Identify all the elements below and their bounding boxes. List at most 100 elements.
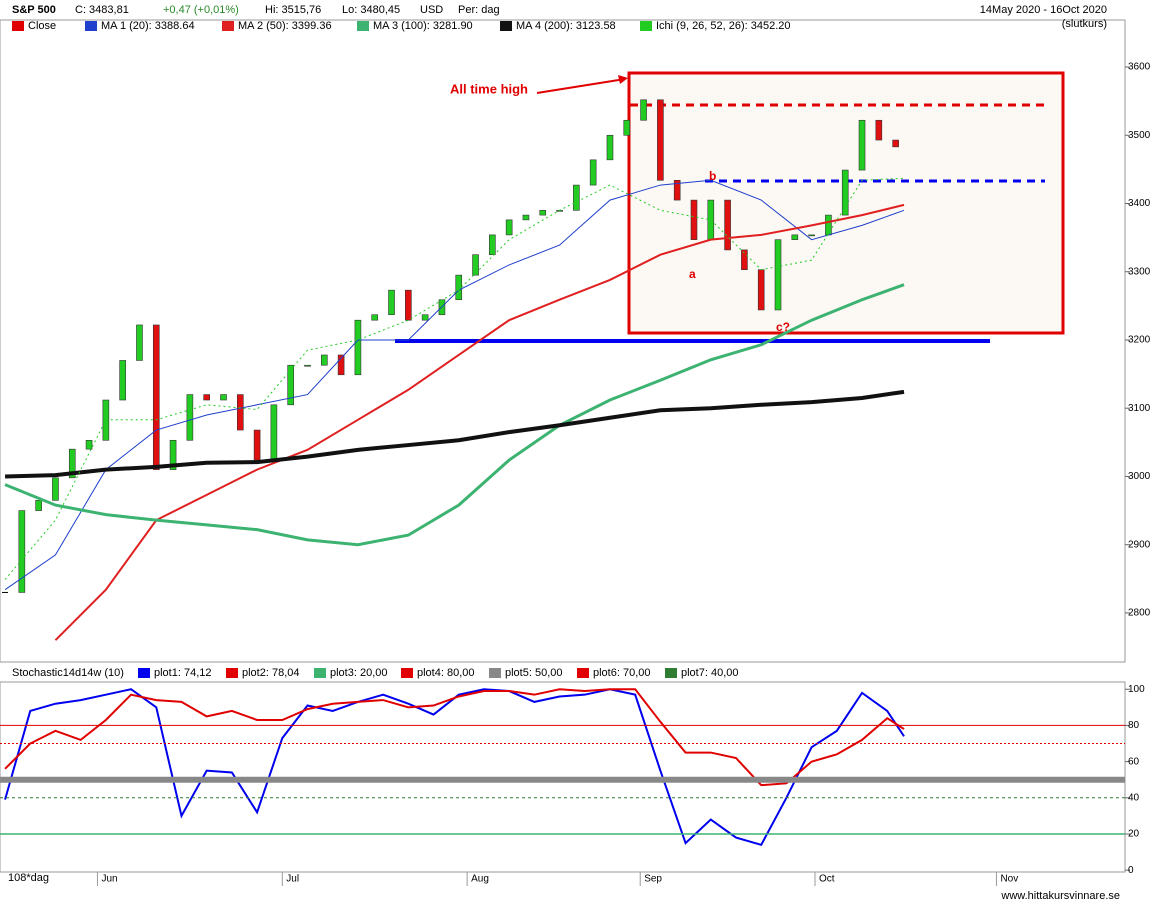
candle: [253, 429, 261, 461]
x-tick-label: Sep: [644, 874, 662, 885]
ma-line: [4, 389, 905, 479]
y-tick-label: 3500: [1128, 130, 1151, 141]
x-tick-label: Nov: [1000, 874, 1018, 885]
legend-label: plot6: 70,00: [593, 667, 651, 679]
annotation: b: [709, 169, 716, 183]
candle: [371, 314, 379, 321]
y-tick-label: 80: [1128, 720, 1140, 731]
candle: [136, 324, 143, 361]
legend-swatch: [314, 668, 326, 678]
y-tick-label: 2800: [1128, 608, 1151, 619]
candle: [18, 510, 26, 593]
candle: [186, 394, 194, 441]
legend-swatch: [401, 668, 413, 678]
candle: [270, 404, 278, 461]
candle: [68, 448, 76, 479]
candle: [388, 289, 395, 316]
candle: [657, 99, 664, 181]
candle: [405, 289, 412, 321]
legend-swatch: [640, 21, 652, 31]
x-tick-label: Jul: [286, 874, 299, 885]
y-tick-label: 3300: [1128, 266, 1151, 277]
candle: [421, 314, 429, 321]
period-label: 108*dag: [8, 872, 49, 884]
x-tick-label: Jun: [101, 874, 117, 885]
candle: [808, 234, 815, 237]
candle: [169, 439, 177, 470]
ma-line: [4, 283, 905, 547]
main-panel: [0, 19, 1126, 663]
legend-label: plot1: 74,12: [154, 667, 212, 679]
low: Lo: 3480,45: [342, 4, 400, 16]
candle: [522, 214, 530, 221]
legend-label: plot3: 20,00: [330, 667, 388, 679]
ma-line: [54, 203, 905, 641]
x-tick-label: Oct: [819, 874, 835, 885]
legend-label: plot2: 78,04: [242, 667, 300, 679]
legend-swatch: [665, 668, 677, 678]
ma-line: [4, 177, 905, 580]
candle: [825, 214, 832, 236]
legend-swatch: [12, 21, 24, 31]
candle: [757, 269, 765, 311]
high: Hi: 3515,76: [265, 4, 321, 16]
candle: [673, 180, 681, 201]
candle: [287, 364, 295, 406]
legend-label: plot4: 80,00: [417, 667, 475, 679]
candle: [573, 184, 580, 211]
y-tick-label: 20: [1128, 829, 1140, 840]
candle: [119, 360, 126, 401]
candle: [858, 119, 866, 171]
close: C: 3483,81: [75, 4, 129, 16]
candle: [455, 274, 463, 301]
symbol: S&P 500: [12, 4, 56, 16]
legend-swatch: [489, 668, 501, 678]
candle: [321, 354, 328, 366]
candle: [623, 119, 631, 136]
candle: [875, 119, 883, 141]
legend-swatch: [357, 21, 369, 31]
date-range: 14May 2020 - 16Oct 2020: [980, 4, 1107, 16]
candle: [85, 439, 93, 450]
footer: www.hittakursvinnare.se: [1000, 890, 1120, 902]
stoch-line: [4, 688, 905, 787]
currency: USD: [420, 4, 443, 16]
legend-swatch: [577, 668, 589, 678]
y-tick-label: 3400: [1128, 198, 1151, 209]
arrow: [536, 78, 626, 94]
legend-label: Close: [28, 20, 56, 32]
annotation: a: [689, 267, 696, 281]
candle: [304, 364, 311, 367]
y-tick-label: 40: [1128, 792, 1140, 803]
legend-swatch: [226, 668, 238, 678]
plot: 2800 2900 3000 3100 3200 3300 3400 3500 3600 Jun J…: [0, 20, 1151, 886]
candle: [690, 199, 698, 240]
legend-label: Ichi (9, 26, 52, 26): 3452.20: [656, 20, 791, 32]
annotation: All time high: [450, 81, 528, 96]
candle: [640, 99, 647, 121]
y-tick-label: 0: [1128, 865, 1134, 876]
legend-label: plot5: 50,00: [505, 667, 563, 679]
candle: [152, 324, 160, 470]
candle: [236, 394, 244, 431]
candle: [589, 159, 597, 186]
candle: [741, 249, 748, 270]
candle: [354, 319, 362, 376]
y-tick-label: 3200: [1128, 335, 1151, 346]
candle: [606, 134, 614, 161]
y-tick-label: 2900: [1128, 539, 1151, 550]
x-tick-label: Aug: [471, 874, 489, 885]
candle: [337, 354, 345, 376]
legend-swatch: [222, 21, 234, 31]
legend-label: MA 1 (20): 3388.64: [101, 20, 195, 32]
y-tick-label: 3600: [1128, 62, 1151, 73]
arrow-head: [618, 75, 628, 84]
annotation: c?: [776, 320, 790, 334]
stoch-line: [4, 688, 905, 847]
candle: [707, 199, 715, 240]
candle: [505, 219, 513, 236]
candle: [220, 394, 227, 401]
y-tick-label: 3000: [1128, 471, 1151, 482]
candle: [52, 477, 59, 501]
